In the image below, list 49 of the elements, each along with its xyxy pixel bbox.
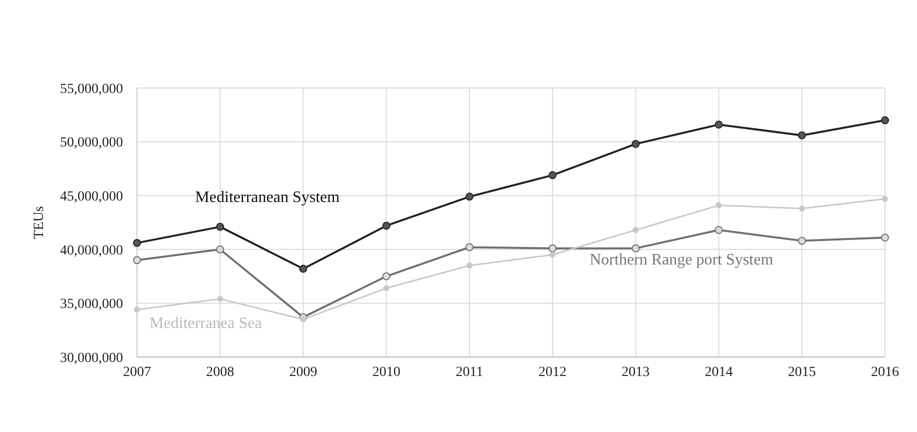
point [216, 222, 224, 231]
point [882, 196, 888, 202]
point [548, 244, 557, 252]
point [632, 244, 640, 252]
point [881, 234, 889, 242]
point [881, 116, 889, 124]
x-tick-label: 2011 [456, 365, 484, 380]
point [548, 171, 557, 180]
x-tick-label: 2013 [622, 365, 650, 380]
x-tick-label: 2016 [871, 365, 899, 380]
series-label: Mediterranea Sea [149, 314, 262, 332]
y-tick-label: 45,000,000 [60, 190, 123, 204]
x-tick-label: 2007 [123, 365, 151, 380]
point [466, 262, 472, 269]
point [134, 306, 140, 313]
point [714, 226, 723, 234]
y-axis-title: TEUs [32, 206, 47, 239]
y-tick-label: 40,000,000 [60, 243, 123, 258]
x-tick-label: 2012 [538, 365, 567, 380]
point [632, 227, 639, 234]
point [465, 192, 474, 201]
x-tick-label: 2015 [788, 365, 816, 380]
point [798, 206, 805, 212]
y-tick-label: 50,000,000 [60, 136, 123, 151]
point [133, 256, 141, 264]
point [216, 245, 224, 254]
point [714, 120, 723, 129]
point [550, 252, 556, 258]
point [798, 131, 806, 140]
point [299, 264, 308, 273]
x-tick-label: 2009 [289, 365, 318, 380]
point [383, 285, 390, 292]
series-label: Northern Range port System [590, 251, 774, 268]
point [716, 202, 722, 208]
x-tick-label: 2014 [704, 365, 733, 380]
point [798, 236, 806, 245]
point [465, 243, 474, 252]
point [382, 222, 390, 230]
x-tick-label: 2008 [206, 365, 234, 380]
point [300, 316, 306, 322]
series-label: Mediterranean System [195, 189, 340, 206]
y-tick-label: 30,000,000 [60, 350, 123, 366]
y-tick-label: 55,000,000 [60, 82, 123, 97]
point [632, 140, 640, 148]
point [133, 238, 141, 247]
x-tick-label: 2010 [372, 365, 400, 380]
point [382, 272, 390, 280]
point [217, 296, 224, 302]
y-tick-label: 35,000,000 [60, 297, 123, 312]
